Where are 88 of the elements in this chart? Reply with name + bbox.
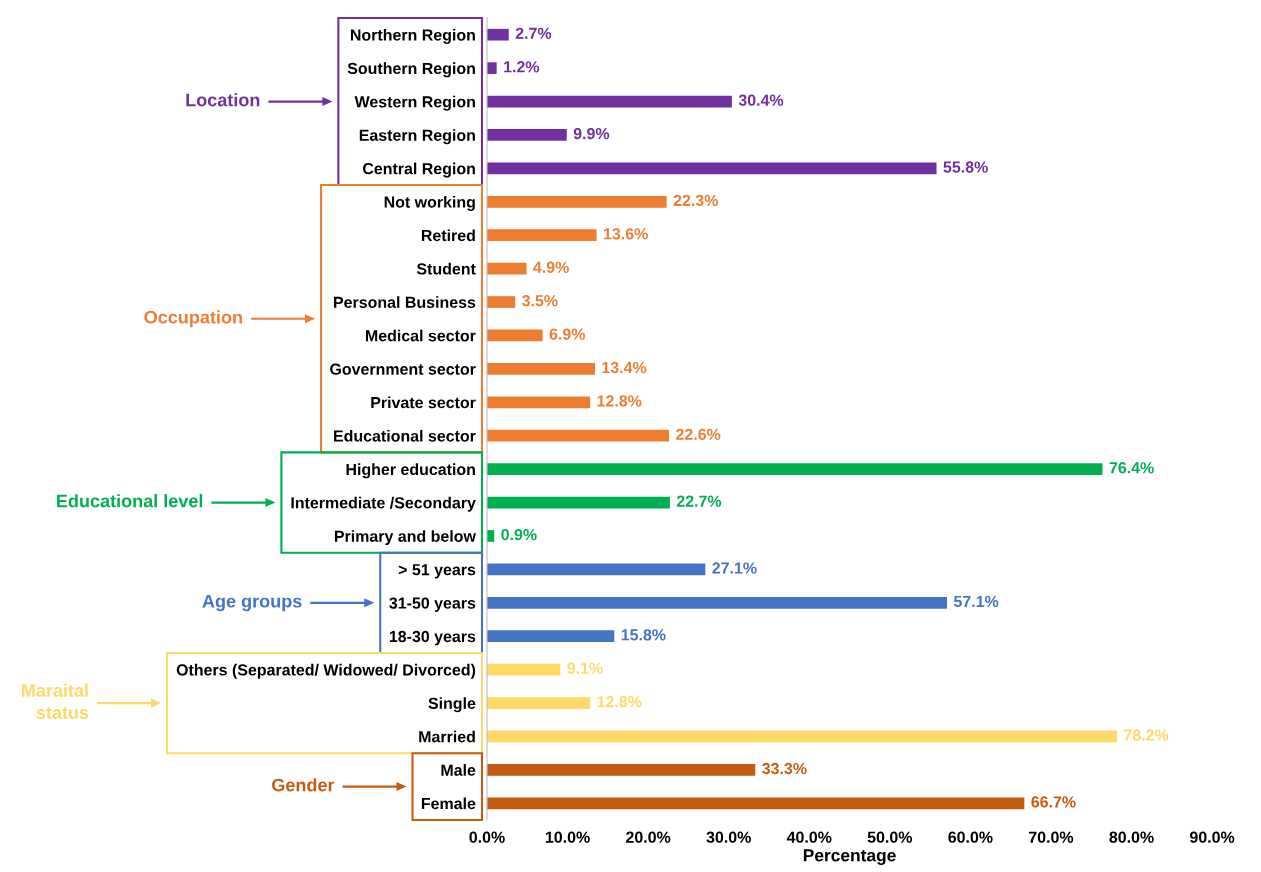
data-label: 27.1% <box>712 562 757 574</box>
text: Gender <box>272 778 335 792</box>
data-label: 55.8% <box>943 161 988 173</box>
text: Occupation <box>144 310 242 328</box>
bar <box>487 563 706 576</box>
y-tick-label: Male <box>441 764 476 776</box>
bar <box>487 62 497 74</box>
x-axis-title: Percentage <box>803 849 896 865</box>
data-label: 4.9% <box>533 261 569 273</box>
x-tick-label: 20.0% <box>626 831 671 843</box>
bar <box>487 162 937 175</box>
data-label: 15.8% <box>621 629 666 641</box>
x-tick-label: 80.0% <box>1109 831 1154 843</box>
data-label: 30.4% <box>738 94 784 106</box>
bar <box>487 596 948 609</box>
y-tick-label: Female <box>421 797 476 810</box>
data-label: 76.4% <box>1109 462 1154 474</box>
x-tick-label: 70.0% <box>1028 831 1074 843</box>
data-label: 66.7% <box>1031 796 1076 808</box>
data-label: 3.5% <box>522 295 558 307</box>
y-tick-label: Government sector <box>330 363 476 375</box>
y-tick-label: > 51 years <box>398 564 476 579</box>
x-tick-label: 60.0% <box>948 831 993 843</box>
data-label: 6.9% <box>549 328 586 340</box>
bar <box>487 697 591 709</box>
bar <box>487 797 1025 810</box>
y-tick-label: Intermediate /Secondary <box>291 496 476 512</box>
bar <box>487 429 670 442</box>
y-tick-label: Medical sector <box>366 329 476 342</box>
y-tick-label: Retired <box>421 229 475 242</box>
data-label: 12.8% <box>597 696 642 708</box>
data-label: 22.7% <box>676 495 722 507</box>
x-tick-label: 40.0% <box>786 831 832 843</box>
text: Maraital status <box>21 683 89 719</box>
data-label: 2.7% <box>515 27 552 39</box>
bar <box>487 396 591 409</box>
data-label: 9.9% <box>573 127 610 140</box>
y-tick-label: Northern Region <box>350 28 475 44</box>
bar <box>487 730 1118 743</box>
bar <box>487 262 527 275</box>
data-label: 1.2% <box>504 61 540 73</box>
bar <box>487 296 516 308</box>
y-tick-label: Private sector <box>371 396 476 409</box>
bar <box>487 630 615 643</box>
y-tick-label: Western Region <box>354 95 475 111</box>
y-tick-label: Educational sector <box>334 429 476 442</box>
bar <box>487 129 567 141</box>
data-label: 0.9% <box>501 528 537 541</box>
text: Location <box>186 93 260 107</box>
bar <box>487 329 543 342</box>
bar <box>487 663 561 676</box>
text: Educational level <box>57 494 203 508</box>
x-tick-label: 50.0% <box>867 831 913 843</box>
data-label: 78.2% <box>1124 729 1169 741</box>
data-label: 33.3% <box>762 762 807 775</box>
bar <box>487 463 1103 475</box>
x-tick-label: 0.0% <box>469 831 505 843</box>
y-tick-label: Married <box>419 730 475 743</box>
data-label: 12.8% <box>597 395 642 407</box>
y-tick-label: Student <box>416 262 476 275</box>
y-tick-label: 31-50 years <box>389 597 476 612</box>
bar <box>487 496 670 509</box>
y-tick-label: Not working <box>384 196 475 211</box>
data-label: 13.4% <box>602 361 647 374</box>
y-tick-label: Eastern Region <box>359 129 475 145</box>
y-tick-label: Primary and below <box>334 530 476 546</box>
bar <box>487 363 595 375</box>
data-label: 22.3% <box>673 194 718 207</box>
bar <box>487 95 732 108</box>
y-tick-label: 18-30 years <box>389 630 476 646</box>
text: Age groups <box>202 594 302 612</box>
y-tick-label: Central Region <box>362 162 475 178</box>
y-tick-label: Higher education <box>346 463 475 479</box>
data-label: 57.1% <box>953 595 999 608</box>
bar <box>487 229 597 242</box>
y-tick-label: Personal Business <box>334 296 476 308</box>
x-tick-label: 30.0% <box>706 831 751 843</box>
data-label: 13.6% <box>604 228 648 240</box>
y-tick-label: Single <box>428 697 476 713</box>
x-tick-label: 10.0% <box>545 831 590 843</box>
data-label: 22.6% <box>676 428 721 440</box>
x-tick-label: 90.0% <box>1189 831 1235 843</box>
bar <box>487 764 756 776</box>
data-label: 9.1% <box>567 662 603 674</box>
bar <box>487 28 509 41</box>
bar <box>487 195 667 208</box>
y-tick-label: Southern Region <box>347 62 475 78</box>
y-tick-label: Others (Separated/ Widowed/ Divorced) <box>176 663 476 679</box>
